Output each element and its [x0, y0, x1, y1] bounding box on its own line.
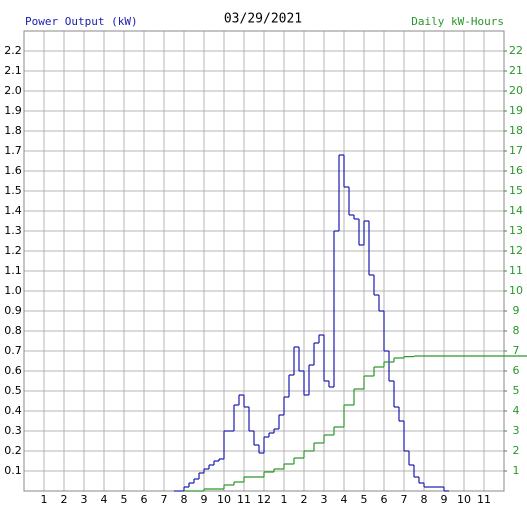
- y-tick-label: 0.2: [4, 444, 22, 457]
- y2-tick-label: 22: [509, 44, 523, 57]
- y2-tick-label: 3: [513, 424, 520, 437]
- x-tick-label: 5: [361, 493, 368, 506]
- x-tick-label: 2: [61, 493, 68, 506]
- y2-tick-label: 21: [509, 64, 523, 77]
- y2-tick-label: 18: [509, 124, 523, 137]
- y-tick-label: 0.9: [4, 304, 22, 317]
- y-tick-label: 2.1: [4, 64, 22, 77]
- y-tick-label: 1.2: [4, 244, 22, 257]
- y2-tick-label: 12: [509, 244, 523, 257]
- y2-tick-label: 10: [509, 284, 523, 297]
- x-tick-label: 4: [341, 493, 348, 506]
- y2-tick-label: 11: [509, 264, 523, 277]
- y2-tick-label: 19: [509, 104, 523, 117]
- y-tick-label: 1.0: [4, 284, 22, 297]
- x-tick-label: 6: [381, 493, 388, 506]
- x-tick-label: 11: [237, 493, 251, 506]
- y-tick-label: 2.2: [4, 44, 22, 57]
- y-tick-label: 1.1: [4, 264, 22, 277]
- x-tick-label: 8: [181, 493, 188, 506]
- y2-tick-label: 17: [509, 144, 523, 157]
- y2-tick-label: 2: [513, 444, 520, 457]
- x-tick-label: 10: [457, 493, 471, 506]
- x-tick-label: 7: [161, 493, 168, 506]
- y2-tick-label: 9: [513, 304, 520, 317]
- y2-tick-label: 6: [513, 364, 520, 377]
- x-tick-label: 3: [321, 493, 328, 506]
- x-tick-label: 8: [421, 493, 428, 506]
- y-tick-label: 0.6: [4, 364, 22, 377]
- x-tick-label: 9: [201, 493, 208, 506]
- y2-tick-label: 13: [509, 224, 523, 237]
- y2-tick-label: 14: [509, 204, 523, 217]
- x-tick-label: 11: [477, 493, 491, 506]
- y2-tick-label: 1: [513, 464, 520, 477]
- y-tick-label: 1.7: [4, 144, 22, 157]
- y-tick-label: 1.5: [4, 184, 22, 197]
- y-tick-label: 0.5: [4, 384, 22, 397]
- y-tick-label: 1.8: [4, 124, 22, 137]
- y-tick-label: 0.8: [4, 324, 22, 337]
- y2-axis-title: Daily kW-Hours: [411, 15, 504, 28]
- plot-border: [23, 30, 505, 492]
- y-tick-label: 0.1: [4, 464, 22, 477]
- y-tick-label: 1.9: [4, 104, 22, 117]
- y-tick-label: 0.7: [4, 344, 22, 357]
- x-tick-label: 1: [41, 493, 48, 506]
- y2-tick-label: 16: [509, 164, 523, 177]
- y2-tick-label: 4: [513, 404, 520, 417]
- y2-tick-label: 7: [513, 344, 520, 357]
- y2-tick-label: 5: [513, 384, 520, 397]
- y-tick-label: 1.3: [4, 224, 22, 237]
- x-tick-label: 2: [301, 493, 308, 506]
- y2-tick-label: 15: [509, 184, 523, 197]
- x-tick-label: 4: [101, 493, 108, 506]
- y2-tick-label: 8: [513, 324, 520, 337]
- x-tick-label: 12: [257, 493, 271, 506]
- x-tick-label: 1: [281, 493, 288, 506]
- y-tick-label: 1.4: [4, 204, 22, 217]
- chart-title: 03/29/2021: [224, 12, 302, 27]
- y-axis-title: Power Output (kW): [25, 15, 138, 28]
- x-tick-label: 6: [141, 493, 148, 506]
- x-tick-label: 10: [217, 493, 231, 506]
- y-tick-label: 0.3: [4, 424, 22, 437]
- y-tick-label: 0.4: [4, 404, 22, 417]
- y-tick-label: 2.0: [4, 84, 22, 97]
- x-tick-label: 7: [401, 493, 408, 506]
- y-tick-label: 1.6: [4, 164, 22, 177]
- y2-tick-label: 20: [509, 84, 523, 97]
- x-tick-label: 3: [81, 493, 88, 506]
- x-tick-label: 9: [441, 493, 448, 506]
- x-tick-label: 5: [121, 493, 128, 506]
